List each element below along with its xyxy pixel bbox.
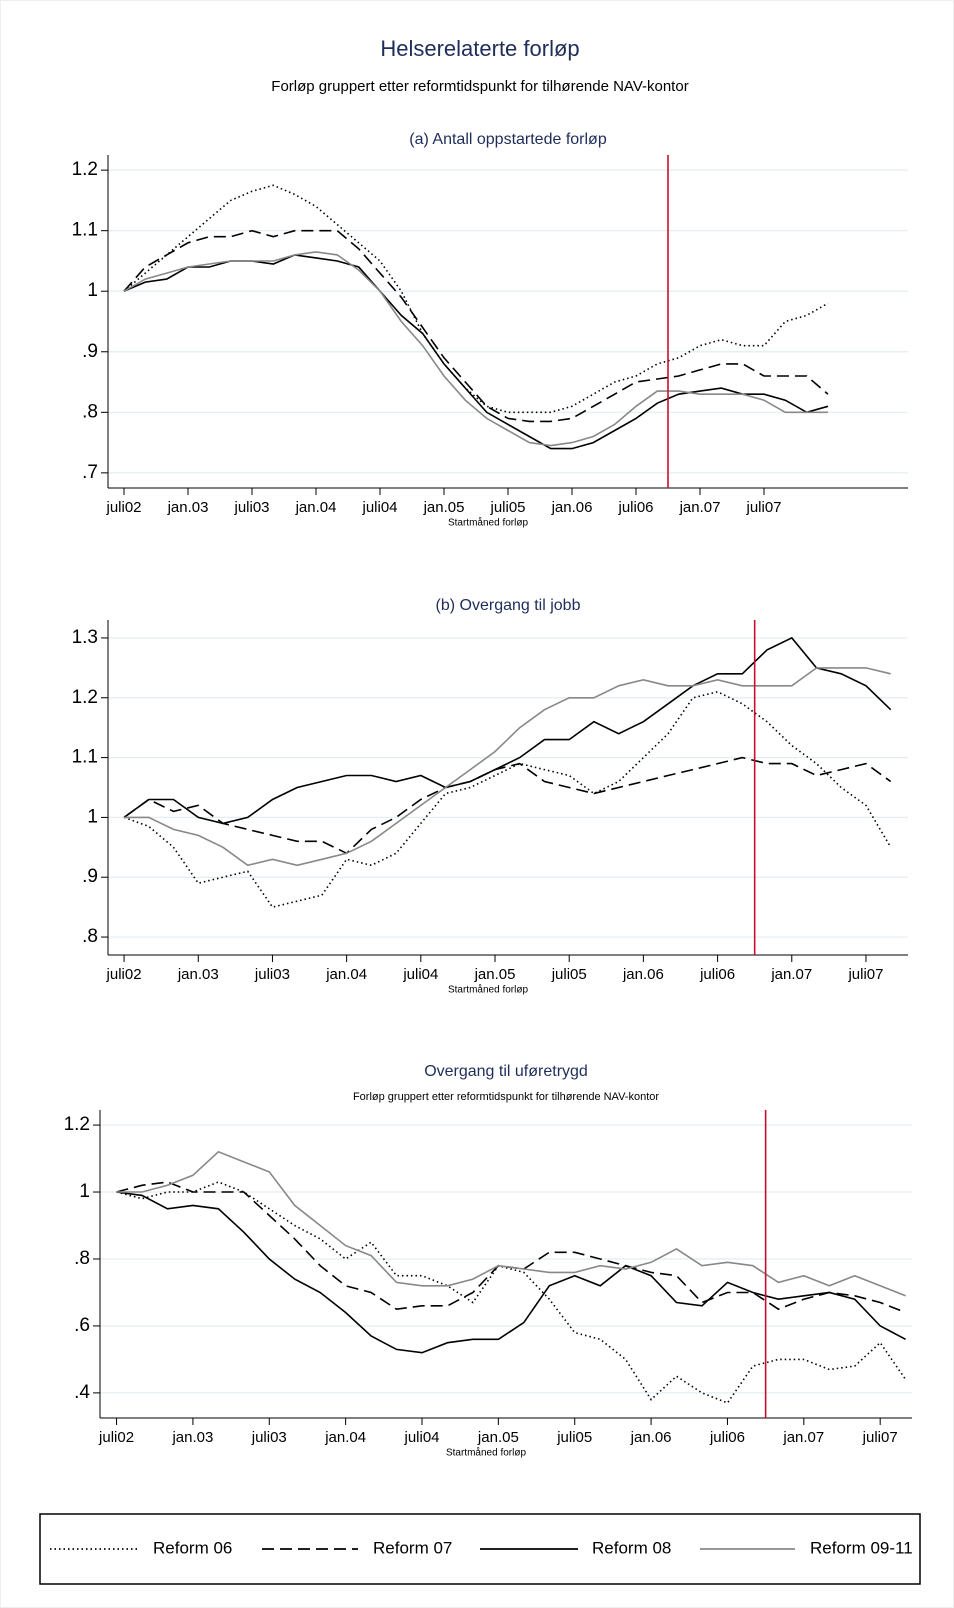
series-line	[123, 229, 829, 423]
x-tick-label: juli07	[862, 1429, 898, 1446]
x-tick-label: juli04	[402, 966, 438, 983]
x-tick-label: juli03	[233, 499, 269, 516]
x-tick-label: jan.05	[423, 499, 465, 516]
series-line	[124, 667, 891, 867]
x-tick-label: jan.07	[679, 499, 721, 516]
chart-title: (b) Overgang til jobb	[436, 597, 581, 614]
x-tick-label: jan.07	[782, 1429, 824, 1446]
x-tick-label: juli07	[847, 966, 883, 983]
y-tick-label: .8	[74, 1248, 90, 1269]
x-tick-label: jan.04	[295, 499, 337, 516]
series-line	[123, 636, 892, 825]
y-tick-label: .9	[82, 866, 98, 887]
y-tick-label: 1.2	[72, 159, 98, 180]
y-tick-label: 1	[87, 806, 98, 827]
x-tick-label: juli05	[556, 1429, 592, 1446]
y-tick-label: 1	[87, 280, 98, 301]
x-tick-label: juli04	[361, 499, 397, 516]
x-tick-label: jan.05	[474, 966, 516, 983]
legend-label: Reform 09-11	[810, 1538, 913, 1557]
x-tick-label: juli06	[699, 966, 735, 983]
y-tick-label: 1.1	[72, 747, 98, 768]
y-tick-label: .7	[82, 462, 98, 483]
y-tick-label: 1.2	[64, 1114, 90, 1135]
y-tick-label: 1.3	[72, 627, 98, 648]
x-tick-label: juli02	[106, 966, 142, 983]
y-tick-label: 1	[79, 1181, 90, 1202]
x-axis-label: Startmåned forløp	[446, 1447, 526, 1459]
x-tick-label: juli03	[251, 1429, 287, 1446]
x-tick-label: jan.03	[171, 1429, 213, 1446]
page-title: Helserelaterte forløp	[380, 36, 579, 61]
x-tick-label: juli05	[551, 966, 587, 983]
x-tick-label: juli05	[489, 499, 525, 516]
x-tick-label: jan.05	[477, 1429, 519, 1446]
x-tick-label: juli04	[403, 1429, 439, 1446]
chart-title: (a) Antall oppstartede forløp	[409, 131, 607, 148]
x-tick-label: juli06	[617, 499, 653, 516]
y-tick-label: .8	[82, 401, 98, 422]
chart-title: Overgang til uføretrygd	[424, 1063, 588, 1080]
chart-subtitle: Forløp gruppert etter reformtidspunkt fo…	[353, 1091, 659, 1103]
x-tick-label: jan.03	[167, 499, 209, 516]
x-tick-label: juli07	[745, 499, 781, 516]
series-line	[116, 1150, 906, 1297]
x-tick-label: juli03	[254, 966, 290, 983]
x-tick-label: juli02	[98, 1429, 134, 1446]
x-tick-label: jan.04	[325, 966, 367, 983]
x-tick-label: juli06	[709, 1429, 745, 1446]
y-tick-label: .8	[82, 926, 98, 947]
x-tick-label: jan.03	[177, 966, 219, 983]
x-axis-label: Startmåned forløp	[448, 984, 528, 996]
y-tick-label: .9	[82, 341, 98, 362]
y-tick-label: .4	[74, 1382, 90, 1403]
y-tick-label: 1.2	[72, 687, 98, 708]
x-tick-label: jan.07	[770, 966, 812, 983]
legend-label: Reform 06	[153, 1538, 232, 1557]
series-line	[116, 1181, 907, 1404]
x-tick-label: juli02	[105, 499, 141, 516]
legend-label: Reform 08	[592, 1538, 671, 1557]
x-tick-label: jan.06	[630, 1429, 672, 1446]
page-subtitle: Forløp gruppert etter reformtidspunkt fo…	[271, 78, 688, 95]
series-line	[123, 690, 892, 909]
y-tick-label: 1.1	[72, 220, 98, 241]
legend-label: Reform 07	[373, 1538, 452, 1557]
x-tick-label: jan.06	[551, 499, 593, 516]
series-line	[123, 251, 828, 447]
y-tick-label: .6	[74, 1315, 90, 1336]
series-line	[123, 756, 892, 855]
x-axis-label: Startmåned forløp	[448, 517, 528, 529]
series-line	[116, 1191, 906, 1354]
x-tick-label: jan.06	[622, 966, 664, 983]
x-tick-label: jan.04	[324, 1429, 366, 1446]
